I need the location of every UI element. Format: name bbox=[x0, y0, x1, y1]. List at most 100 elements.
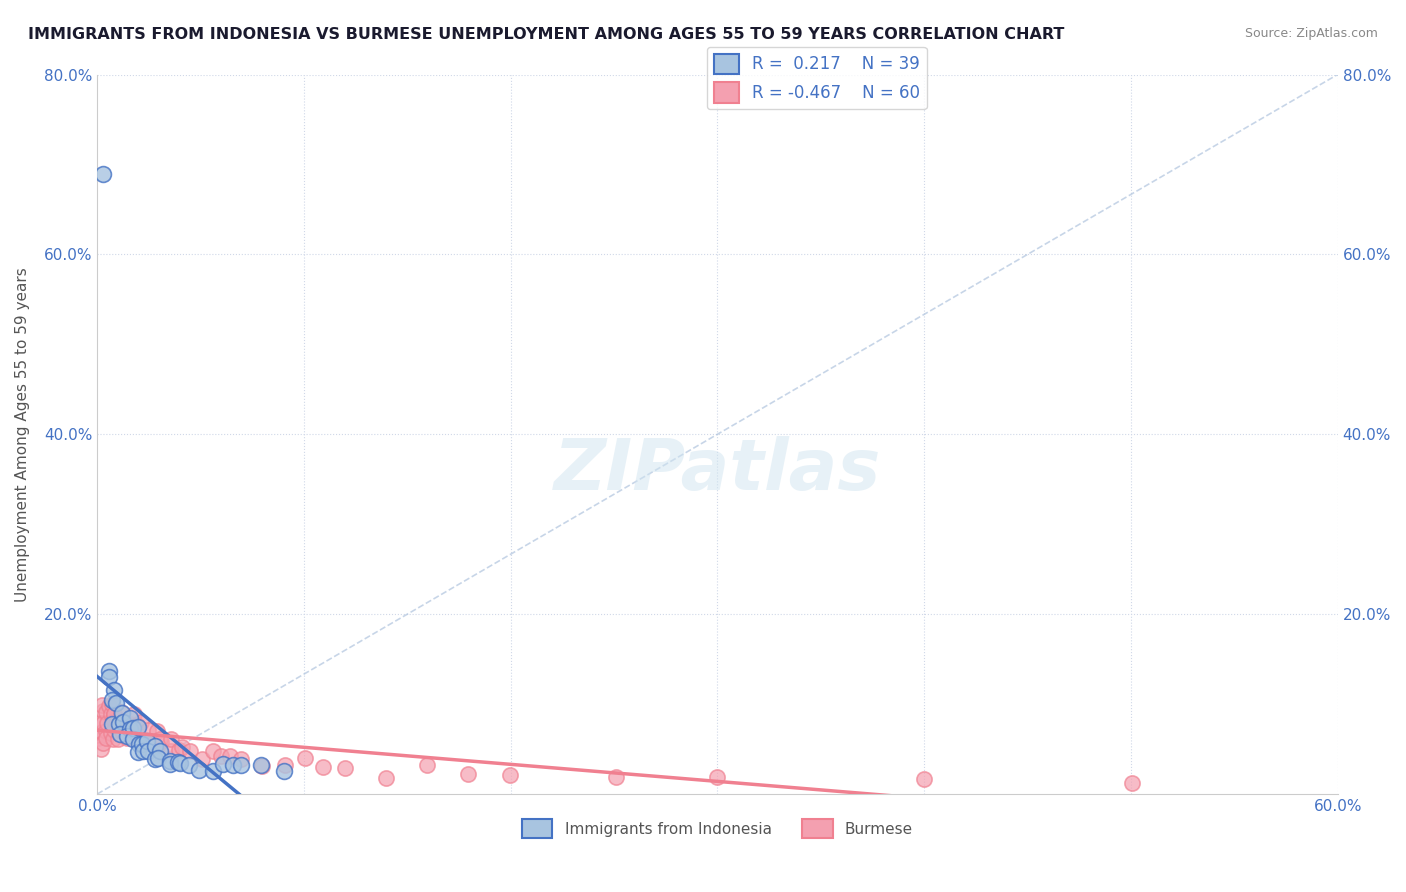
Point bbox=[108, 727, 131, 741]
Point bbox=[209, 748, 232, 763]
Point bbox=[143, 752, 166, 766]
Point bbox=[170, 739, 193, 754]
Point bbox=[136, 723, 159, 737]
Text: Source: ZipAtlas.com: Source: ZipAtlas.com bbox=[1244, 27, 1378, 40]
Point bbox=[103, 707, 125, 722]
Point bbox=[108, 716, 131, 731]
Point bbox=[100, 707, 122, 722]
Point bbox=[111, 706, 134, 720]
Point bbox=[115, 731, 138, 746]
Point bbox=[149, 744, 172, 758]
Point bbox=[136, 734, 159, 748]
Text: IMMIGRANTS FROM INDONESIA VS BURMESE UNEMPLOYMENT AMONG AGES 55 TO 59 YEARS CORR: IMMIGRANTS FROM INDONESIA VS BURMESE UNE… bbox=[28, 27, 1064, 42]
Point bbox=[91, 167, 114, 181]
Point bbox=[91, 735, 114, 749]
Point bbox=[105, 696, 128, 710]
Point bbox=[103, 714, 125, 728]
Point bbox=[177, 757, 200, 772]
Point bbox=[111, 714, 134, 729]
Point bbox=[120, 711, 142, 725]
Point bbox=[311, 760, 333, 774]
Point bbox=[129, 714, 152, 729]
Point bbox=[273, 758, 295, 772]
Point bbox=[96, 716, 118, 731]
Point bbox=[231, 758, 253, 772]
Point bbox=[219, 749, 242, 764]
Point bbox=[94, 731, 117, 745]
Point bbox=[94, 724, 117, 739]
Point bbox=[100, 726, 122, 740]
Point bbox=[146, 750, 169, 764]
Point bbox=[1121, 776, 1143, 790]
Point bbox=[122, 706, 145, 721]
Point bbox=[87, 731, 110, 745]
Point bbox=[201, 764, 224, 779]
Point bbox=[124, 725, 146, 739]
Point bbox=[160, 744, 183, 758]
Point bbox=[101, 697, 124, 711]
Point bbox=[187, 763, 209, 777]
Point bbox=[90, 725, 112, 739]
Point bbox=[127, 717, 149, 731]
Point bbox=[146, 723, 169, 738]
Point bbox=[103, 723, 125, 737]
Point bbox=[273, 764, 295, 778]
Point bbox=[160, 731, 183, 746]
Point bbox=[335, 761, 357, 775]
Point bbox=[128, 737, 150, 751]
Point bbox=[107, 732, 129, 747]
Point bbox=[457, 767, 479, 781]
Point bbox=[169, 756, 191, 770]
Point bbox=[91, 704, 114, 718]
Point bbox=[912, 772, 935, 787]
Point bbox=[294, 750, 316, 764]
Point bbox=[127, 745, 149, 759]
Legend: Immigrants from Indonesia, Burmese: Immigrants from Indonesia, Burmese bbox=[516, 814, 920, 844]
Point bbox=[212, 757, 235, 772]
Point bbox=[127, 720, 149, 734]
Point bbox=[149, 732, 172, 747]
Point bbox=[131, 737, 153, 751]
Point bbox=[110, 706, 132, 720]
Point bbox=[159, 754, 181, 768]
Point bbox=[98, 665, 121, 679]
Point bbox=[136, 744, 159, 758]
Point bbox=[252, 759, 274, 773]
Point bbox=[111, 723, 134, 738]
Point bbox=[118, 722, 141, 736]
Point bbox=[499, 768, 522, 782]
Point bbox=[101, 717, 124, 731]
Point bbox=[98, 699, 121, 714]
Point bbox=[136, 736, 159, 750]
Point bbox=[159, 757, 181, 772]
Point bbox=[91, 716, 114, 731]
Point bbox=[605, 770, 627, 784]
Point bbox=[122, 732, 145, 747]
Point bbox=[201, 744, 224, 758]
Point bbox=[90, 698, 112, 713]
Point bbox=[122, 721, 145, 735]
Point bbox=[104, 715, 127, 730]
Point bbox=[229, 752, 252, 766]
Point bbox=[118, 717, 141, 731]
Point bbox=[115, 729, 138, 743]
Point bbox=[706, 770, 728, 784]
Point bbox=[87, 715, 110, 730]
Point bbox=[101, 693, 124, 707]
Point bbox=[179, 744, 201, 758]
Point bbox=[149, 734, 172, 748]
Point bbox=[101, 713, 124, 727]
Point bbox=[96, 706, 118, 720]
Point bbox=[90, 742, 112, 756]
Point bbox=[250, 757, 273, 772]
Point bbox=[103, 683, 125, 698]
Point bbox=[222, 758, 245, 772]
Point bbox=[103, 731, 125, 746]
Text: ZIPatlas: ZIPatlas bbox=[554, 435, 882, 505]
Point bbox=[97, 670, 120, 684]
Point bbox=[167, 742, 190, 756]
Point bbox=[416, 757, 439, 772]
Point bbox=[132, 743, 155, 757]
Point bbox=[103, 707, 125, 722]
Point bbox=[375, 771, 398, 785]
